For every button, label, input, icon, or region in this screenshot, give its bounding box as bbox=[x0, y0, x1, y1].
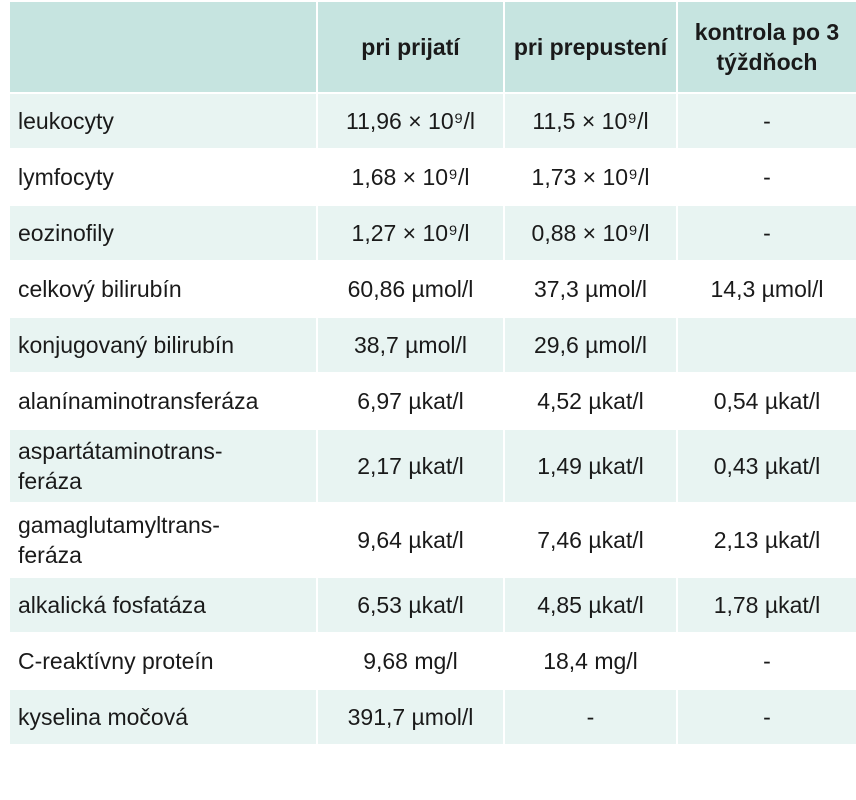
row-label-cell: gamaglutamyltrans- feráza bbox=[8, 502, 318, 578]
followup-value-cell: 2,13 µkat/l bbox=[676, 502, 856, 578]
discharge-value-cell: 1,73 × 10⁹/l bbox=[503, 148, 678, 206]
header-cell-label bbox=[8, 0, 318, 94]
header-cell-discharge: pri prepustení bbox=[503, 0, 678, 94]
admission-value-cell: 9,64 µkat/l bbox=[316, 502, 505, 578]
table-row: C-reaktívny proteín 9,68 mg/l 18,4 mg/l - bbox=[8, 632, 856, 690]
followup-value-cell bbox=[676, 316, 856, 374]
row-label-cell: leukocyty bbox=[8, 92, 318, 150]
admission-value-cell: 11,96 × 10⁹/l bbox=[316, 92, 505, 150]
followup-value-cell: 0,43 µkat/l bbox=[676, 428, 856, 504]
table-body: leukocyty 11,96 × 10⁹/l 11,5 × 10⁹/l - lymfo… bbox=[8, 92, 856, 746]
lab-results-table: pri prijatí pri prepustení kontrola po 3… bbox=[8, 0, 856, 746]
discharge-value-cell: 37,3 µmol/l bbox=[503, 260, 678, 318]
table-row: aspartátaminotrans- feráza 2,17 µkat/l 1,4… bbox=[8, 428, 856, 504]
discharge-value-cell: 7,46 µkat/l bbox=[503, 502, 678, 578]
followup-value-cell: - bbox=[676, 92, 856, 150]
admission-value-cell: 2,17 µkat/l bbox=[316, 428, 505, 504]
row-label-cell: alkalická fosfatáza bbox=[8, 576, 318, 634]
header-cell-admission: pri prijatí bbox=[316, 0, 505, 94]
followup-value-cell: - bbox=[676, 688, 856, 746]
discharge-value-cell: 18,4 mg/l bbox=[503, 632, 678, 690]
table-header-row: pri prijatí pri prepustení kontrola po 3… bbox=[8, 0, 856, 94]
table-row: eozinofily 1,27 × 10⁹/l 0,88 × 10⁹/l - bbox=[8, 204, 856, 262]
table-row: lymfocyty 1,68 × 10⁹/l 1,73 × 10⁹/l - bbox=[8, 148, 856, 206]
discharge-value-cell: 4,52 µkat/l bbox=[503, 372, 678, 430]
admission-value-cell: 9,68 mg/l bbox=[316, 632, 505, 690]
row-label-cell: alanínaminotransferáza bbox=[8, 372, 318, 430]
row-label-cell: eozinofily bbox=[8, 204, 318, 262]
admission-value-cell: 1,68 × 10⁹/l bbox=[316, 148, 505, 206]
discharge-value-cell: 4,85 µkat/l bbox=[503, 576, 678, 634]
admission-value-cell: 38,7 µmol/l bbox=[316, 316, 505, 374]
header-cell-followup: kontrola po 3 týždňoch bbox=[676, 0, 856, 94]
row-label-cell: konjugovaný bilirubín bbox=[8, 316, 318, 374]
table-row: alkalická fosfatáza 6,53 µkat/l 4,85 µkat/… bbox=[8, 576, 856, 634]
table-row: kyselina močová 391,7 µmol/l - - bbox=[8, 688, 856, 746]
admission-value-cell: 60,86 µmol/l bbox=[316, 260, 505, 318]
discharge-value-cell: 1,49 µkat/l bbox=[503, 428, 678, 504]
table-row: alanínaminotransferáza 6,97 µkat/l 4,52 µk… bbox=[8, 372, 856, 430]
followup-value-cell: - bbox=[676, 204, 856, 262]
admission-value-cell: 1,27 × 10⁹/l bbox=[316, 204, 505, 262]
followup-value-cell: 14,3 µmol/l bbox=[676, 260, 856, 318]
followup-value-cell: 0,54 µkat/l bbox=[676, 372, 856, 430]
discharge-value-cell: 29,6 µmol/l bbox=[503, 316, 678, 374]
row-label-cell: kyselina močová bbox=[8, 688, 318, 746]
admission-value-cell: 6,97 µkat/l bbox=[316, 372, 505, 430]
table-row: celkový bilirubín 60,86 µmol/l 37,3 µmol/l… bbox=[8, 260, 856, 318]
table-row: gamaglutamyltrans- feráza 9,64 µkat/l 7,46… bbox=[8, 502, 856, 578]
row-label-cell: C-reaktívny proteín bbox=[8, 632, 318, 690]
discharge-value-cell: 11,5 × 10⁹/l bbox=[503, 92, 678, 150]
admission-value-cell: 391,7 µmol/l bbox=[316, 688, 505, 746]
row-label-cell: lymfocyty bbox=[8, 148, 318, 206]
row-label-cell: celkový bilirubín bbox=[8, 260, 318, 318]
followup-value-cell: 1,78 µkat/l bbox=[676, 576, 856, 634]
row-label-cell: aspartátaminotrans- feráza bbox=[8, 428, 318, 504]
discharge-value-cell: - bbox=[503, 688, 678, 746]
table-row: leukocyty 11,96 × 10⁹/l 11,5 × 10⁹/l - bbox=[8, 92, 856, 150]
table-row: konjugovaný bilirubín 38,7 µmol/l 29,6 µmo… bbox=[8, 316, 856, 374]
discharge-value-cell: 0,88 × 10⁹/l bbox=[503, 204, 678, 262]
followup-value-cell: - bbox=[676, 632, 856, 690]
followup-value-cell: - bbox=[676, 148, 856, 206]
admission-value-cell: 6,53 µkat/l bbox=[316, 576, 505, 634]
